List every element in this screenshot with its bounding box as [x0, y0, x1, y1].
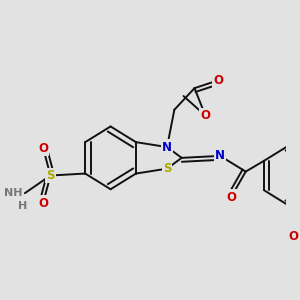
Text: H: H	[18, 201, 28, 211]
Text: O: O	[38, 196, 48, 209]
Text: O: O	[200, 109, 211, 122]
Text: O: O	[213, 74, 223, 87]
Text: N: N	[162, 141, 172, 154]
Text: N: N	[215, 149, 225, 162]
Text: O: O	[226, 190, 236, 204]
Text: NH: NH	[4, 188, 23, 198]
Text: O: O	[288, 230, 298, 243]
Text: S: S	[46, 169, 55, 182]
Text: S: S	[163, 162, 171, 175]
Text: O: O	[38, 142, 48, 154]
